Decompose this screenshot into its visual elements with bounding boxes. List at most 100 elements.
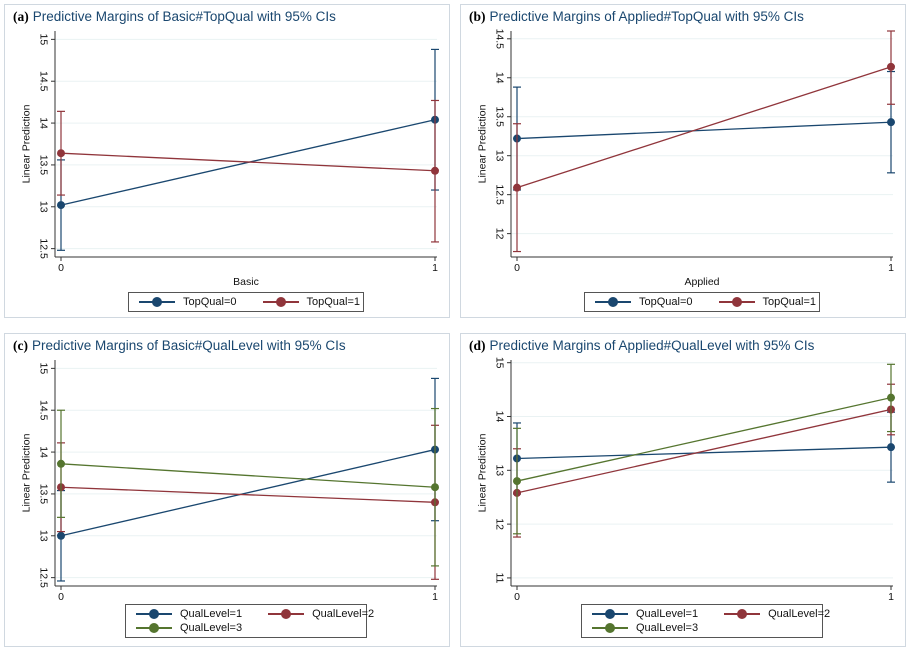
data-point bbox=[513, 477, 521, 486]
chart-title-text: Predictive Margins of Basic#QualLevel wi… bbox=[31, 338, 346, 353]
legend-swatch bbox=[139, 297, 175, 307]
x-axis-label: Basic bbox=[233, 276, 259, 288]
legend: TopQual=0 TopQual=1 bbox=[584, 292, 820, 312]
legend-item: QualLevel=2 bbox=[268, 608, 374, 620]
x-axis-label: Applied bbox=[684, 276, 719, 288]
plot-area bbox=[511, 31, 893, 257]
legend-item: TopQual=1 bbox=[262, 296, 361, 308]
series-quallevel-3 bbox=[513, 363, 895, 535]
legend-label: QualLevel=2 bbox=[312, 608, 375, 620]
legend-item: QualLevel=3 bbox=[592, 622, 698, 634]
y-tick-label: 12 bbox=[493, 228, 505, 240]
series-line bbox=[516, 408, 892, 494]
data-point bbox=[887, 62, 895, 71]
y-tick-label: 14 bbox=[493, 72, 505, 84]
panel-a: (a) Predictive Margins of Basic#TopQual w… bbox=[4, 4, 450, 318]
x-tick-label: 0 bbox=[514, 591, 520, 603]
data-point bbox=[513, 183, 521, 192]
x-tick-label: 1 bbox=[888, 591, 894, 603]
y-tick-label: 14 bbox=[493, 411, 505, 423]
legend-label: TopQual=1 bbox=[762, 296, 817, 308]
legend-label: QualLevel=1 bbox=[180, 608, 243, 620]
panel-d: (d) Predictive Margins of Applied#QualLev… bbox=[460, 333, 906, 647]
y-tick-label: 12 bbox=[493, 518, 505, 530]
y-tick-label: 12.5 bbox=[493, 184, 505, 205]
y-tick-label: 14 bbox=[37, 117, 49, 129]
legend-label: TopQual=0 bbox=[639, 296, 693, 308]
chart-title: (d) Predictive Margins of Applied#QualLev… bbox=[469, 338, 814, 354]
legend-item: QualLevel=1 bbox=[592, 608, 698, 620]
data-point bbox=[57, 531, 65, 540]
series-topqual-1 bbox=[57, 99, 439, 243]
legend-label: QualLevel=3 bbox=[636, 622, 699, 634]
y-tick-label: 14.5 bbox=[37, 71, 49, 92]
series-line bbox=[60, 463, 436, 488]
chart-a-svg: 12.5 13 13.5 14 14.5 15 0 1 Basic Linear Predicti… bbox=[21, 31, 439, 288]
legend-swatch bbox=[592, 609, 628, 619]
chart-title: (b) Predictive Margins of Applied#TopQual… bbox=[469, 9, 804, 25]
data-point bbox=[887, 393, 895, 402]
chart-title-text: Predictive Margins of Basic#TopQual with… bbox=[32, 9, 336, 24]
panel-label: (a) bbox=[13, 9, 29, 24]
series-line bbox=[60, 152, 436, 172]
y-axis-label: Linear Prediction bbox=[477, 104, 489, 183]
legend-item: QualLevel=1 bbox=[136, 608, 242, 620]
series-topqual-1 bbox=[513, 30, 895, 253]
chart-title: (c) Predictive Margins of Basic#QualLevel… bbox=[13, 338, 346, 354]
chart-title-text: Predictive Margins of Applied#QualLevel … bbox=[489, 338, 815, 353]
y-tick-label: 15 bbox=[493, 357, 505, 369]
series-line bbox=[516, 397, 892, 482]
data-point bbox=[887, 118, 895, 127]
y-tick-label: 14.5 bbox=[493, 29, 505, 50]
y-tick-label: 13.5 bbox=[37, 155, 49, 176]
panel-c: (c) Predictive Margins of Basic#QualLevel… bbox=[4, 333, 450, 647]
legend-swatch bbox=[268, 609, 305, 619]
legend-label: QualLevel=1 bbox=[636, 608, 699, 620]
y-tick-label: 13.5 bbox=[37, 484, 49, 505]
data-point bbox=[887, 443, 895, 452]
series-line bbox=[516, 66, 892, 189]
data-point bbox=[431, 483, 439, 492]
legend-swatch bbox=[595, 297, 631, 307]
legend-label: TopQual=0 bbox=[183, 296, 237, 308]
y-tick-label: 11 bbox=[493, 572, 505, 583]
plot-area bbox=[55, 31, 437, 257]
panel-label: (b) bbox=[469, 9, 486, 24]
y-axis-label: Linear Prediction bbox=[477, 433, 489, 512]
legend: TopQual=0 TopQual=1 bbox=[128, 292, 364, 312]
plot-area bbox=[511, 360, 893, 586]
data-point bbox=[57, 149, 65, 158]
data-point bbox=[57, 459, 65, 468]
data-point bbox=[431, 166, 439, 175]
y-tick-label: 14.5 bbox=[37, 400, 49, 421]
chart-title: (a) Predictive Margins of Basic#TopQual w… bbox=[13, 9, 336, 25]
series-line bbox=[516, 446, 892, 460]
x-tick-label: 0 bbox=[58, 262, 64, 274]
legend-label: TopQual=1 bbox=[306, 296, 361, 308]
data-point bbox=[57, 201, 65, 210]
legend-label: QualLevel=2 bbox=[768, 608, 831, 620]
chart-b-svg: 12 12.5 13 13.5 14 14.5 0 1 Applied Linear Predic… bbox=[477, 29, 895, 288]
legend-item: TopQual=0 bbox=[595, 296, 693, 308]
y-tick-label: 13.5 bbox=[493, 107, 505, 128]
y-axis-label: Linear Prediction bbox=[21, 433, 33, 512]
legend-swatch bbox=[136, 623, 172, 633]
chart-title-text: Predictive Margins of Applied#TopQual wi… bbox=[489, 9, 804, 24]
panel-label: (d) bbox=[469, 338, 486, 353]
panel-label: (c) bbox=[13, 338, 28, 353]
legend-item: TopQual=0 bbox=[139, 296, 237, 308]
legend-swatch bbox=[724, 609, 761, 619]
legend-swatch bbox=[136, 609, 172, 619]
legend-swatch bbox=[592, 623, 628, 633]
legend-item: QualLevel=2 bbox=[724, 608, 830, 620]
legend: QualLevel=1 QualLevel=2 QualLevel=3 bbox=[125, 604, 374, 638]
panel-b: (b) Predictive Margins of Applied#TopQual… bbox=[460, 4, 906, 318]
x-tick-label: 1 bbox=[888, 262, 894, 274]
y-tick-label: 13 bbox=[493, 464, 505, 476]
legend-swatch bbox=[262, 297, 299, 307]
x-tick-label: 1 bbox=[432, 262, 438, 274]
legend-label: QualLevel=3 bbox=[180, 622, 243, 634]
series-line bbox=[516, 121, 892, 140]
legend-item: TopQual=1 bbox=[718, 296, 817, 308]
